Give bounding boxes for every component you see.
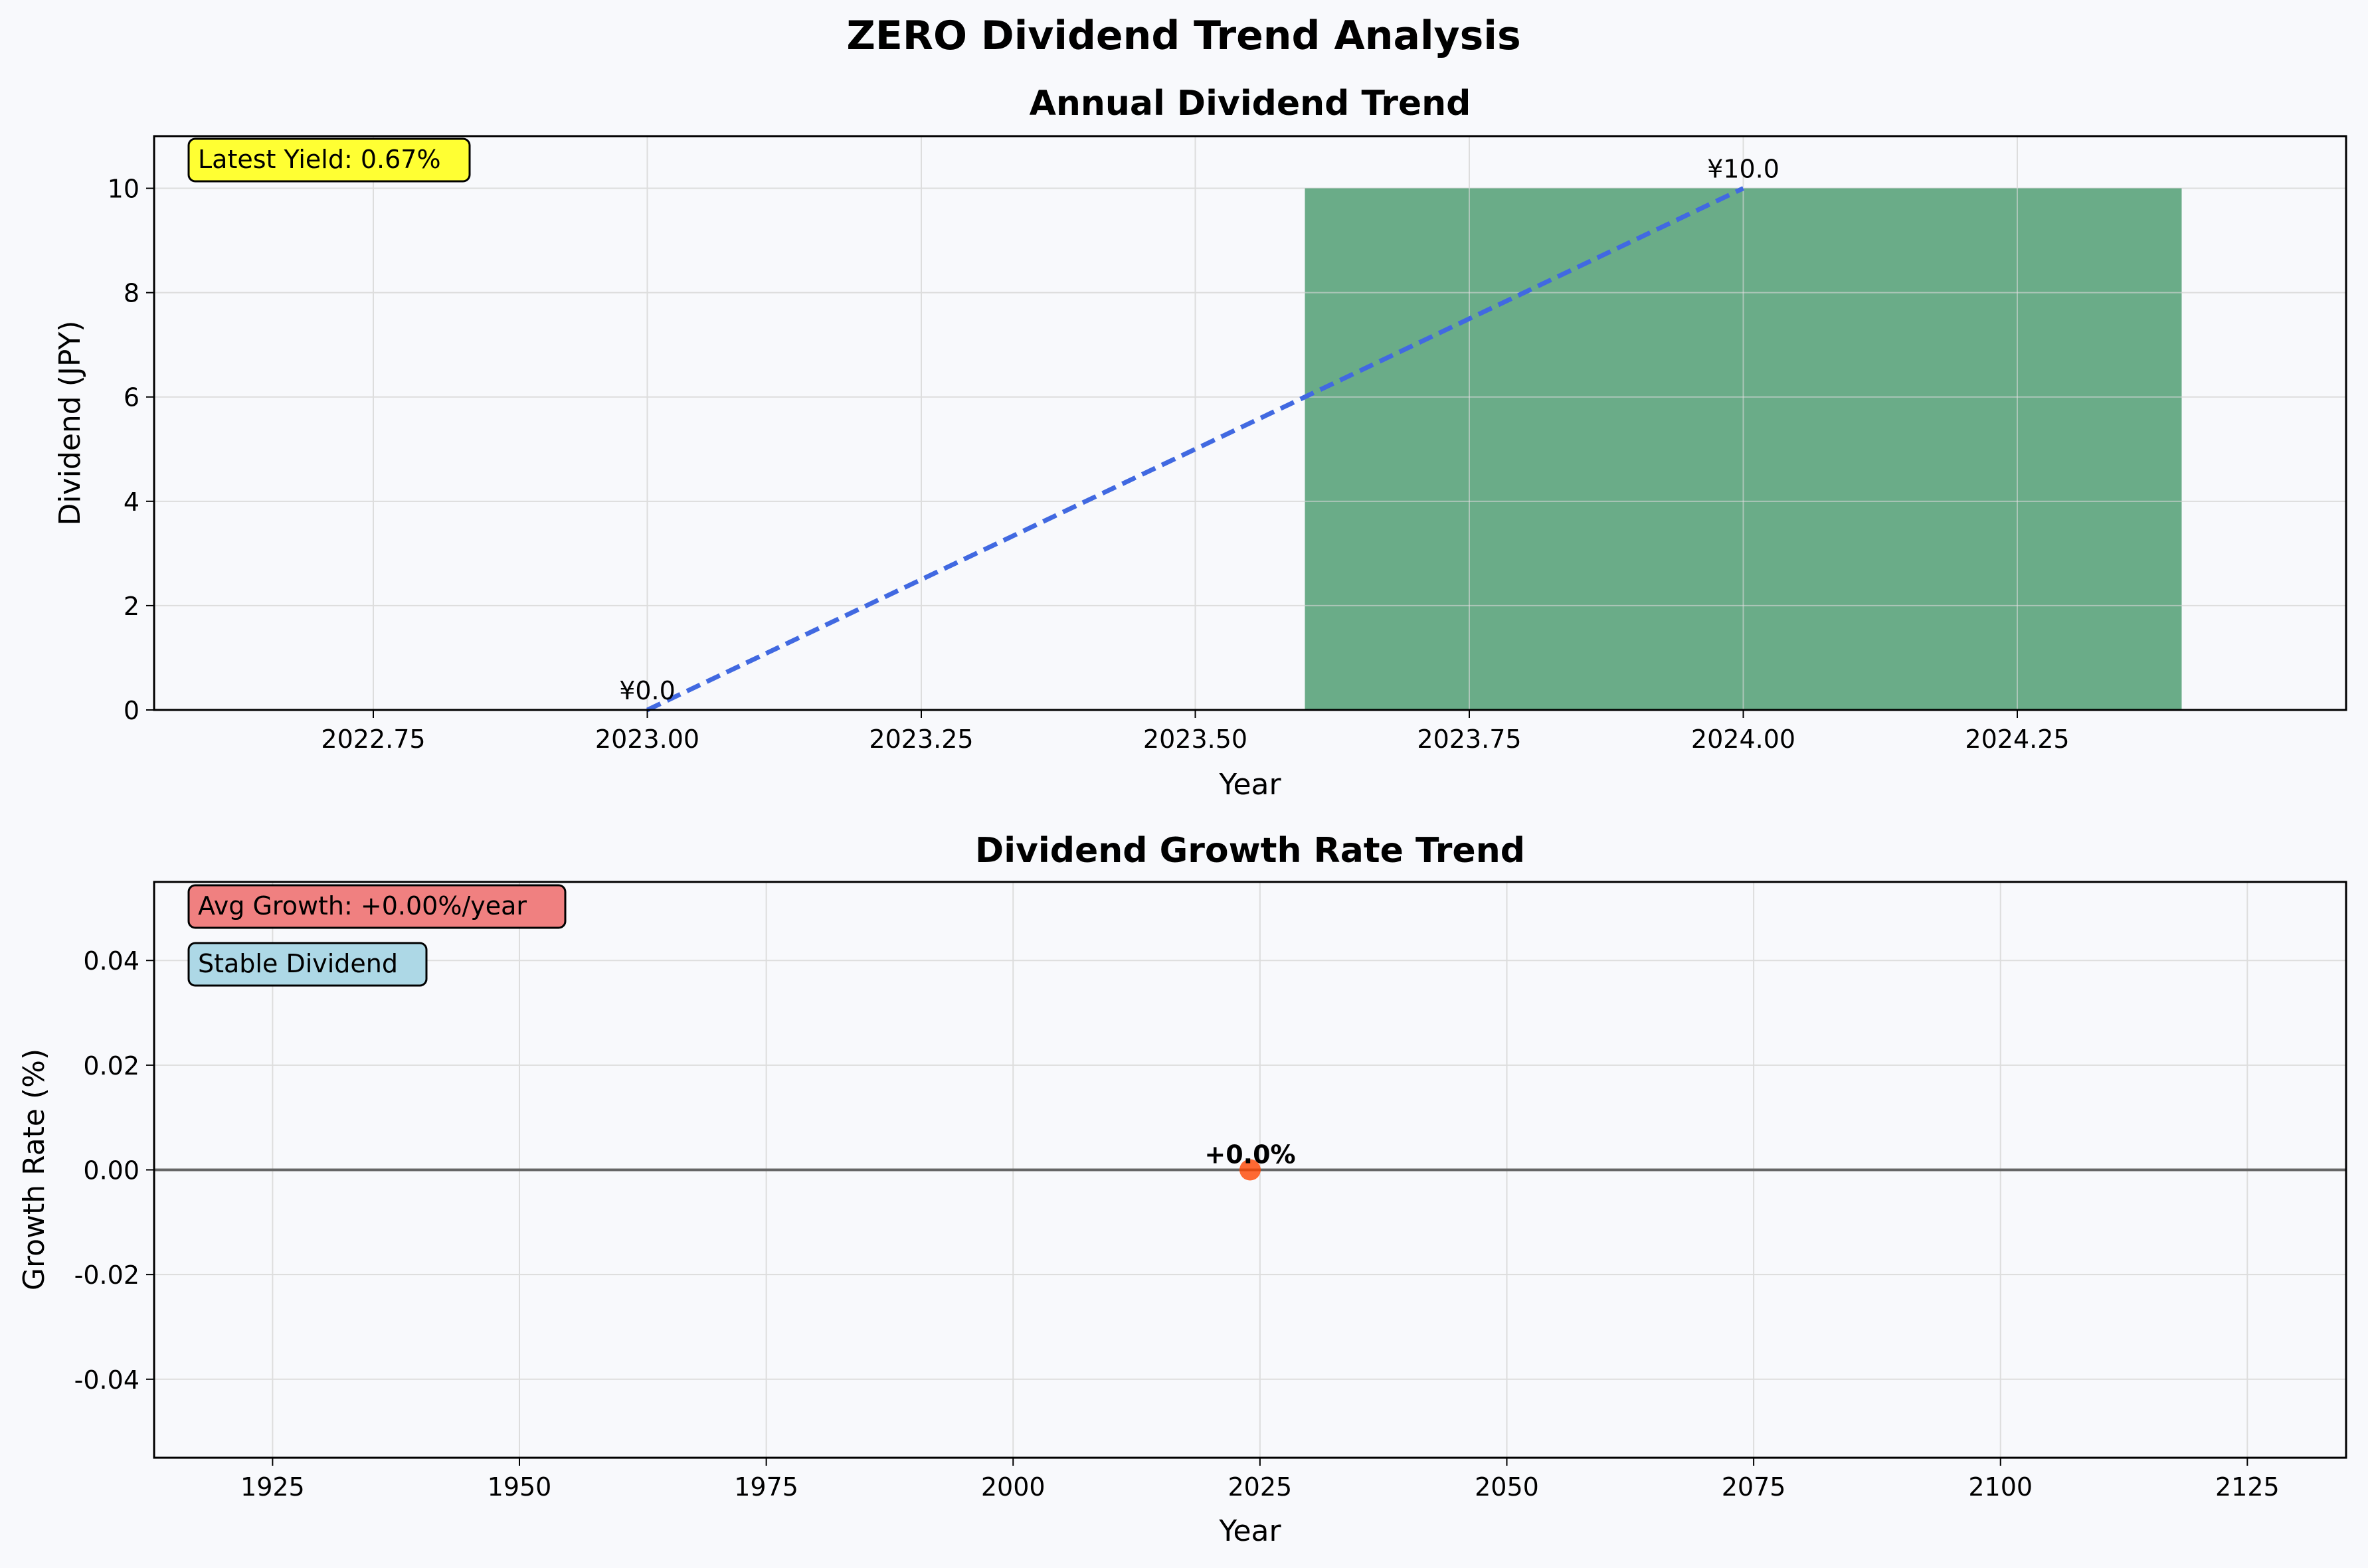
latest-yield-box bbox=[187, 137, 471, 183]
panel1-frame bbox=[153, 135, 2347, 711]
avg-growth-box bbox=[187, 884, 567, 929]
panel2-x-tick-label: 1975 bbox=[734, 1472, 798, 1502]
annual-dividend-panel: Annual Dividend Trend ¥0.0¥10.0 2022.75 2… bbox=[53, 84, 2347, 802]
panel2-x-tick-label: 2100 bbox=[1968, 1472, 2033, 1502]
panel1-y-tick-label: 0 bbox=[124, 696, 139, 725]
growth-rate-panel: Dividend Growth Rate Trend +0.0% 1925 195… bbox=[17, 831, 2347, 1548]
panel1-y-tick-label: 10 bbox=[108, 175, 139, 204]
panel2-x-tick-label: 2125 bbox=[2215, 1472, 2280, 1502]
panel1-trend bbox=[646, 186, 1745, 713]
panel2-x-tick-label: 1950 bbox=[488, 1472, 552, 1502]
dividend-data-label: ¥10.0 bbox=[1707, 155, 1779, 184]
panel1-x-tick-label: 2023.25 bbox=[869, 725, 973, 754]
panel1-x-tick-label: 2023.75 bbox=[1417, 725, 1521, 754]
panel2-y-tick-label: -0.02 bbox=[74, 1261, 139, 1290]
panel2-y-tick-label: -0.04 bbox=[74, 1365, 139, 1395]
panel2-x-tick-label: 2050 bbox=[1475, 1472, 1539, 1502]
panel2-x-tick-label: 2075 bbox=[1722, 1472, 1786, 1502]
panel2-title: Dividend Growth Rate Trend bbox=[975, 831, 1525, 871]
panel1-bars bbox=[1305, 188, 2182, 711]
panel1-y-tick-label: 4 bbox=[124, 487, 139, 517]
latest-yield-annotation: Latest Yield: 0.67% bbox=[187, 137, 471, 183]
panel2-x-tick-label: 1925 bbox=[240, 1472, 305, 1502]
panel2-x-ticks: 1925 1950 1975 2000 2025 2050 2075 2100 2125 bbox=[240, 1458, 2280, 1502]
panel2-data-labels: +0.0% bbox=[1204, 1140, 1295, 1170]
panel2-ylabel: Growth Rate (%) bbox=[17, 1049, 51, 1290]
panel1-data-labels: ¥0.0 ¥10.0 bbox=[619, 155, 1779, 705]
panel1-xlabel: Year bbox=[1218, 768, 1281, 802]
figure-title: ZERO Dividend Trend Analysis bbox=[846, 13, 1520, 59]
panel1-x-tick-label: 2023.00 bbox=[595, 725, 699, 754]
panel1-x-tick-label: 2024.00 bbox=[1691, 725, 1795, 754]
stable-dividend-box bbox=[187, 942, 428, 987]
avg-growth-annotation: Avg Growth: +0.00%/year bbox=[187, 884, 567, 929]
panel2-xlabel: Year bbox=[1218, 1514, 1281, 1548]
growth-rate-point bbox=[1239, 1159, 1261, 1181]
panel2-y-tick-label: 0.00 bbox=[83, 1156, 139, 1185]
growth-rate-data-label: +0.0% bbox=[1204, 1140, 1295, 1170]
panel1-y-tick-label: 6 bbox=[124, 383, 139, 412]
panel1-x-ticks: 2022.75 2023.00 2023.25 2023.50 2023.75 2024.… bbox=[321, 710, 2070, 754]
panel2-x-tick-label: 2025 bbox=[1228, 1472, 1293, 1502]
panel2-x-tick-label: 2000 bbox=[981, 1472, 1046, 1502]
panel1-title: Annual Dividend Trend bbox=[1030, 84, 1471, 124]
panel1-x-tick-label: 2022.75 bbox=[321, 725, 425, 754]
stable-dividend-text: Stable Dividend bbox=[198, 949, 398, 978]
panel2-y-tick-label: 0.04 bbox=[83, 946, 139, 976]
panel2-y-tick-label: 0.02 bbox=[83, 1051, 139, 1081]
panel1-x-tick-label: 2023.50 bbox=[1143, 725, 1247, 754]
panel1-x-tick-label: 2024.25 bbox=[1965, 725, 2069, 754]
panel2-points bbox=[1239, 1159, 1261, 1181]
stable-dividend-annotation: Stable Dividend bbox=[187, 942, 428, 987]
panel1-y-tick-label: 2 bbox=[124, 592, 139, 621]
dividend-data-label: ¥0.0 bbox=[619, 676, 676, 705]
latest-yield-text: Latest Yield: 0.67% bbox=[198, 145, 441, 174]
panel1-ylabel: Dividend (JPY) bbox=[53, 321, 87, 526]
avg-growth-text: Avg Growth: +0.00%/year bbox=[198, 891, 527, 920]
panel1-y-tick-label: 8 bbox=[124, 279, 139, 308]
dividend-trend-line bbox=[646, 186, 1745, 713]
panel2-y-ticks: 0.04 0.02 0.00 -0.02 -0.04 bbox=[74, 946, 154, 1395]
panel1-y-ticks: 0 2 4 6 8 10 bbox=[108, 175, 154, 725]
